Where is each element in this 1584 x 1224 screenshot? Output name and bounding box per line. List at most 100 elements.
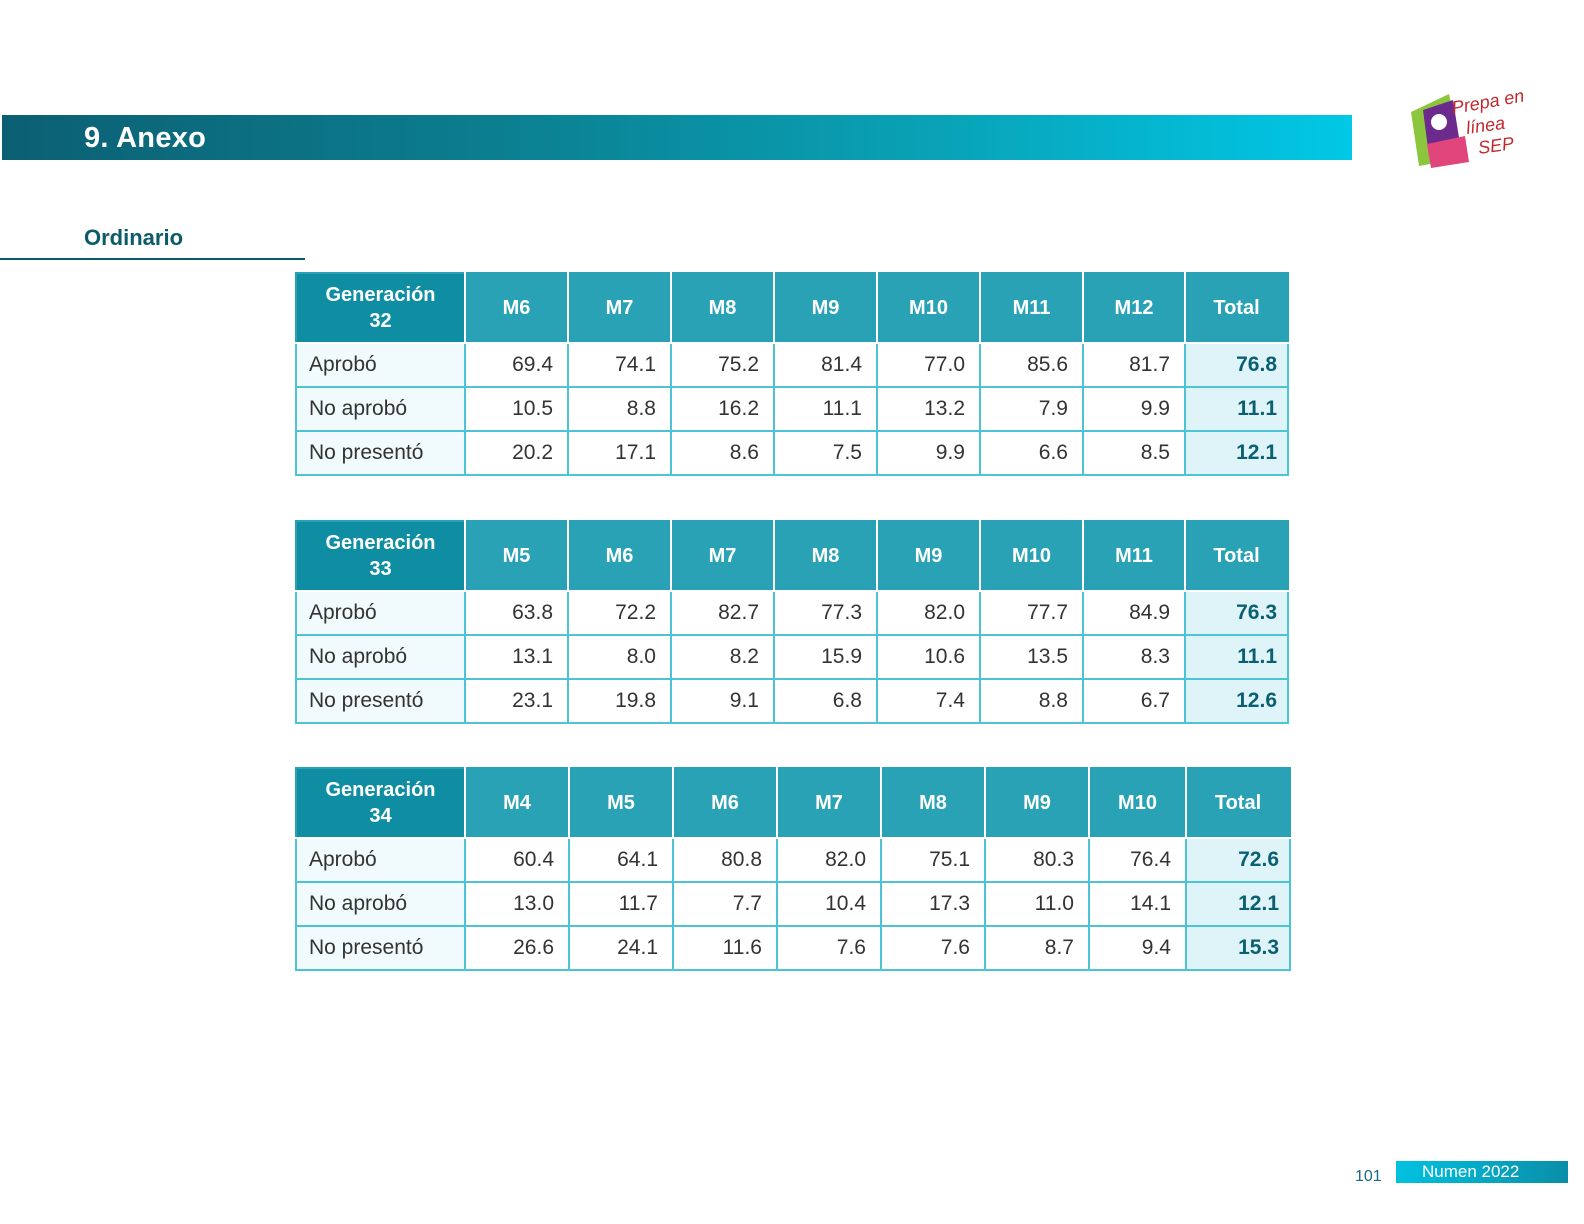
row-label: Aprobó <box>295 837 466 883</box>
section-underline <box>0 258 305 260</box>
table-cell: 7.5 <box>773 430 878 476</box>
table-cell: 17.3 <box>880 881 986 927</box>
generation-header: Generación 33 <box>295 520 466 592</box>
table-cell: 11.7 <box>568 881 674 927</box>
total-cell: 76.3 <box>1184 590 1289 636</box>
table-cell: 82.0 <box>876 590 981 636</box>
table-cell: 8.8 <box>979 678 1084 724</box>
table-cell: 10.4 <box>776 881 882 927</box>
generation-33-table: Generación 33 M5 M6 M7 M8 M9 M10 M11 Tota… <box>295 520 1289 724</box>
column-header: M8 <box>670 272 775 344</box>
table-cell: 17.1 <box>567 430 672 476</box>
table-header-row: Generación 32 M6 M7 M8 M9 M10 M11 M12 Tot… <box>295 272 1289 344</box>
svg-text:Prepa en: Prepa en <box>1450 88 1525 118</box>
table-cell: 8.3 <box>1082 634 1186 680</box>
table-cell: 6.7 <box>1082 678 1186 724</box>
table-cell: 13.2 <box>876 386 981 432</box>
table-row: No aprobó 13.1 8.0 8.2 15.9 10.6 13.5 8.… <box>295 634 1289 680</box>
table-cell: 81.4 <box>773 342 878 388</box>
table-cell: 16.2 <box>670 386 775 432</box>
table-cell: 6.8 <box>773 678 878 724</box>
table-cell: 11.1 <box>773 386 878 432</box>
table-cell: 82.7 <box>670 590 775 636</box>
table-cell: 8.7 <box>984 925 1090 971</box>
column-header: M12 <box>1082 272 1186 344</box>
table-cell: 9.4 <box>1088 925 1187 971</box>
row-label: Aprobó <box>295 590 466 636</box>
column-header: M10 <box>979 520 1084 592</box>
table-cell: 10.6 <box>876 634 981 680</box>
table-cell: 77.0 <box>876 342 981 388</box>
column-header: M11 <box>1082 520 1186 592</box>
table-row: No presentó 23.1 19.8 9.1 6.8 7.4 8.8 6.… <box>295 678 1289 724</box>
table-row: No presentó 26.6 24.1 11.6 7.6 7.6 8.7 9… <box>295 925 1291 971</box>
generation-header: Generación 32 <box>295 272 466 344</box>
table-cell: 11.0 <box>984 881 1090 927</box>
row-label: No presentó <box>295 678 466 724</box>
table-cell: 81.7 <box>1082 342 1186 388</box>
column-header: M4 <box>464 767 570 839</box>
prepa-en-linea-logo: Prepa en línea SEP <box>1411 88 1525 168</box>
total-column-header: Total <box>1184 272 1289 344</box>
table-cell: 75.1 <box>880 837 986 883</box>
table-cell: 8.5 <box>1082 430 1186 476</box>
total-cell: 12.6 <box>1184 678 1289 724</box>
table-cell: 82.0 <box>776 837 882 883</box>
footer-label: Numen 2022 <box>1422 1162 1520 1181</box>
row-label: No aprobó <box>295 634 466 680</box>
generation-32-table: Generación 32 M6 M7 M8 M9 M10 M11 M12 Tot… <box>295 272 1289 476</box>
row-label: No aprobó <box>295 386 466 432</box>
total-cell: 12.1 <box>1185 881 1291 927</box>
total-cell: 72.6 <box>1185 837 1291 883</box>
svg-text:SEP: SEP <box>1477 133 1515 158</box>
table-cell: 8.2 <box>670 634 775 680</box>
section-title: Ordinario <box>84 225 184 250</box>
table-header-row: Generación 33 M5 M6 M7 M8 M9 M10 M11 Tota… <box>295 520 1289 592</box>
table-cell: 84.9 <box>1082 590 1186 636</box>
table-cell: 74.1 <box>567 342 672 388</box>
table-cell: 8.0 <box>567 634 672 680</box>
row-label: No presentó <box>295 430 466 476</box>
column-header: M10 <box>876 272 981 344</box>
total-cell: 15.3 <box>1185 925 1291 971</box>
table-cell: 7.9 <box>979 386 1084 432</box>
table-cell: 77.7 <box>979 590 1084 636</box>
table-cell: 7.4 <box>876 678 981 724</box>
table-row: Aprobó 60.4 64.1 80.8 82.0 75.1 80.3 76.… <box>295 837 1291 883</box>
page-number: 101 <box>1355 1168 1382 1185</box>
column-header: M9 <box>876 520 981 592</box>
table-cell: 8.6 <box>670 430 775 476</box>
table-cell: 14.1 <box>1088 881 1187 927</box>
row-label: No aprobó <box>295 881 466 927</box>
table-row: No aprobó 13.0 11.7 7.7 10.4 17.3 11.0 1… <box>295 881 1291 927</box>
table-cell: 9.1 <box>670 678 775 724</box>
table-cell: 13.1 <box>464 634 569 680</box>
table-row: Aprobó 69.4 74.1 75.2 81.4 77.0 85.6 81.… <box>295 342 1289 388</box>
table-cell: 9.9 <box>876 430 981 476</box>
column-header: M9 <box>984 767 1090 839</box>
table-cell: 63.8 <box>464 590 569 636</box>
table-cell: 85.6 <box>979 342 1084 388</box>
table-cell: 64.1 <box>568 837 674 883</box>
generation-header: Generación 34 <box>295 767 466 839</box>
table-cell: 69.4 <box>464 342 569 388</box>
table-cell: 75.2 <box>670 342 775 388</box>
column-header: M8 <box>880 767 986 839</box>
table-cell: 6.6 <box>979 430 1084 476</box>
total-cell: 12.1 <box>1184 430 1289 476</box>
table-cell: 72.2 <box>567 590 672 636</box>
table-cell: 20.2 <box>464 430 569 476</box>
column-header: M5 <box>464 520 569 592</box>
table-cell: 13.0 <box>464 881 570 927</box>
column-header: M11 <box>979 272 1084 344</box>
table-cell: 7.6 <box>880 925 986 971</box>
footer-bar <box>1396 1161 1568 1183</box>
table-cell: 7.7 <box>672 881 778 927</box>
column-header: M6 <box>464 272 569 344</box>
column-header: M9 <box>773 272 878 344</box>
table-cell: 60.4 <box>464 837 570 883</box>
table-cell: 23.1 <box>464 678 569 724</box>
table-row: No aprobó 10.5 8.8 16.2 11.1 13.2 7.9 9.… <box>295 386 1289 432</box>
table-cell: 76.4 <box>1088 837 1187 883</box>
column-header: M6 <box>567 520 672 592</box>
